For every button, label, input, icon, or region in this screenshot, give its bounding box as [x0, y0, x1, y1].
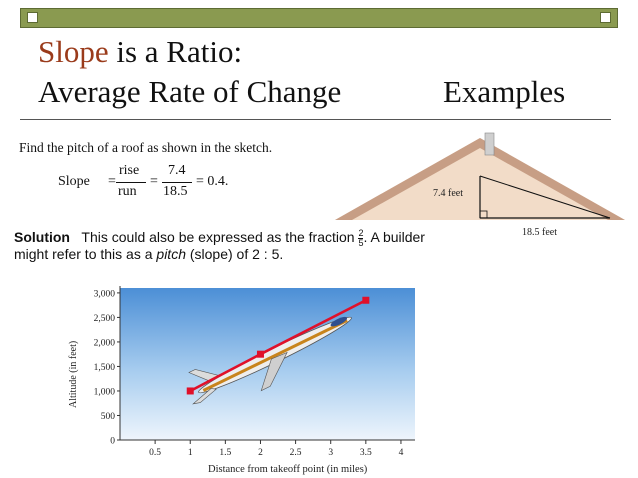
fraction-num: 2	[358, 227, 364, 239]
equals-1: =	[108, 174, 116, 189]
x-tick-label: 3	[328, 448, 333, 458]
data-point	[186, 387, 194, 395]
y-tick-label: 3,000	[94, 289, 116, 299]
x-tick-label: 0.5	[149, 448, 161, 458]
slide-title: Slope is a Ratio: Average Rate of Change	[38, 32, 341, 112]
x-tick-label: 2	[258, 448, 263, 458]
roof-sketch: 7.4 feet 18.5 feet	[335, 132, 628, 240]
rise-value: 7.4	[168, 163, 186, 178]
fraction-bar-values	[162, 182, 192, 183]
y-tick-label: 2,500	[94, 314, 116, 324]
solution-fraction: 2 5	[358, 227, 364, 248]
altitude-chart: 0.5 1 1.5 2 2.5 3 3.5 4 0 500 1,000 1,500 2,000 2,500…	[68, 286, 415, 475]
title-line2: Average Rate of Change	[38, 74, 342, 109]
rise-label: 7.4 feet	[433, 188, 463, 199]
y-tick-label: 1,500	[94, 363, 116, 373]
roof-slope-left	[335, 138, 480, 220]
title-rest: is a Ratio:	[108, 34, 243, 69]
run-value: 18.5	[163, 184, 188, 199]
x-tick-label: 1.5	[219, 448, 231, 458]
solution-text-1: This could also be expressed as the frac…	[81, 229, 355, 245]
airplane-illustration	[188, 316, 352, 405]
title-divider	[20, 119, 611, 120]
hypotenuse-line	[479, 175, 611, 219]
equals-2: =	[150, 174, 158, 189]
solution-line-2: might refer to this as a pitch (slope) o…	[14, 246, 283, 262]
x-axis-label: Distance from takeoff point (in miles)	[208, 464, 368, 475]
roof-prompt: Find the pitch of a roof as shown in the…	[19, 140, 273, 155]
y-tick-label: 0	[110, 437, 115, 447]
airplane-stabilizer	[192, 388, 217, 405]
solution-line2-a: might refer to this as a	[14, 246, 157, 262]
fraction-bar-words	[116, 182, 146, 183]
y-tick-label: 2,000	[94, 338, 116, 348]
run-label-backdrop	[450, 222, 628, 240]
y-tick-label: 500	[101, 412, 116, 422]
title-examples: Examples	[443, 74, 566, 109]
solution-label: Solution	[14, 229, 70, 245]
run-label: 18.5 feet	[522, 227, 557, 238]
data-series	[186, 296, 370, 395]
axis-ticks: 0.5 1 1.5 2 2.5 3 3.5 4 0 500 1,000 1,500 2,000 2,500…	[94, 289, 404, 458]
data-point	[256, 350, 264, 358]
x-tick-label: 3.5	[360, 448, 372, 458]
solution-text-2: . A builder	[363, 229, 425, 245]
roof-vent	[484, 132, 495, 156]
airplane-stripe	[202, 319, 348, 392]
title-accent: Slope	[38, 34, 109, 69]
x-tick-label: 4	[399, 448, 404, 458]
bar-square-right	[600, 12, 611, 23]
data-point	[362, 296, 370, 304]
y-tick-label: 1,000	[94, 387, 116, 397]
bar-square-left	[27, 12, 38, 23]
title-bar-decoration	[20, 8, 618, 28]
airplane-cockpit	[330, 316, 348, 327]
y-axis-label: Altitude (in feet)	[68, 341, 79, 408]
fraction-den: 5	[358, 237, 364, 248]
slope-label: Slope	[58, 174, 90, 189]
solution-line2-b: (slope) of 2 : 5.	[185, 246, 284, 262]
run-word: run	[118, 184, 137, 199]
solution-line2-italic: pitch	[156, 246, 186, 262]
x-tick-label: 1	[188, 448, 193, 458]
rise-word: rise	[119, 163, 140, 178]
solution-text: Solution This could also be expressed as…	[14, 228, 454, 248]
airplane-wing	[260, 351, 288, 392]
roof-slope-right	[480, 138, 625, 220]
x-tick-label: 2.5	[290, 448, 302, 458]
slope-result: = 0.4.	[196, 174, 229, 189]
right-angle-mark	[479, 210, 488, 219]
